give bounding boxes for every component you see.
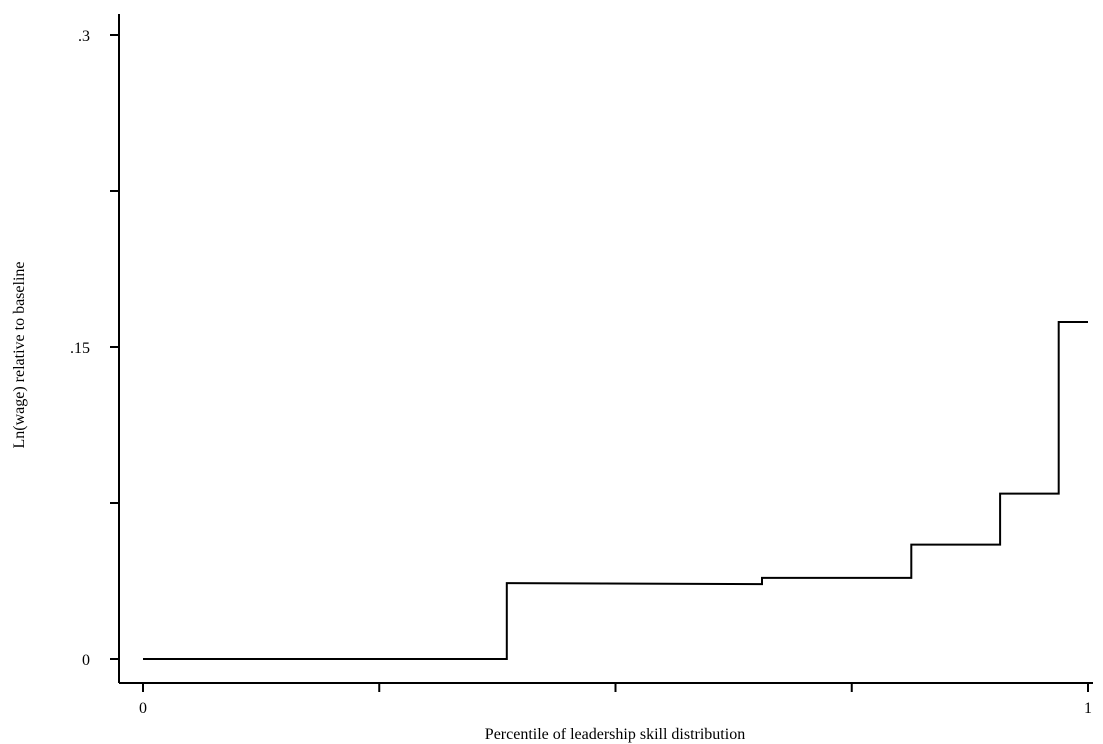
y-axis-title: Ln(wage) relative to baseline	[11, 261, 28, 448]
x-tick-label: 0	[139, 700, 147, 717]
plot-area	[143, 321, 1088, 660]
y-tick-label: .15	[70, 340, 90, 357]
axes	[118, 14, 1093, 684]
y-tick-label: 0	[82, 652, 90, 669]
ticks: 0 .15 .3 0 1	[70, 28, 1092, 717]
series-step-line	[143, 321, 1088, 660]
x-axis-title: Percentile of leadership skill distribut…	[485, 726, 745, 743]
y-tick-label: .3	[78, 28, 90, 45]
x-tick-label: 1	[1084, 700, 1092, 717]
